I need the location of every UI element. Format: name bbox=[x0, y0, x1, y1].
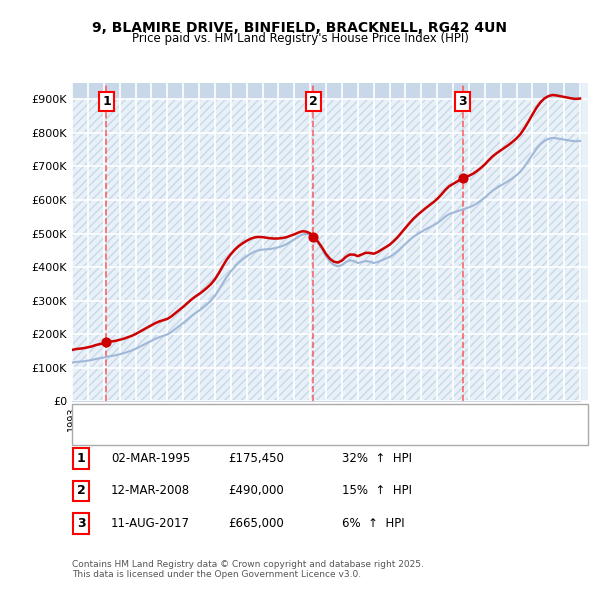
Text: 02-MAR-1995: 02-MAR-1995 bbox=[111, 452, 190, 465]
Text: 2: 2 bbox=[77, 484, 85, 497]
Text: 3: 3 bbox=[458, 95, 467, 108]
Point bbox=[458, 173, 467, 183]
Text: 15%  ↑  HPI: 15% ↑ HPI bbox=[342, 484, 412, 497]
Text: 1: 1 bbox=[102, 95, 111, 108]
Text: £490,000: £490,000 bbox=[228, 484, 284, 497]
Text: 12-MAR-2008: 12-MAR-2008 bbox=[111, 484, 190, 497]
Text: 11-AUG-2017: 11-AUG-2017 bbox=[111, 517, 190, 530]
Text: 9, BLAMIRE DRIVE, BINFIELD, BRACKNELL, RG42 4UN: 9, BLAMIRE DRIVE, BINFIELD, BRACKNELL, R… bbox=[92, 21, 508, 35]
Point bbox=[101, 337, 111, 347]
Text: Price paid vs. HM Land Registry's House Price Index (HPI): Price paid vs. HM Land Registry's House … bbox=[131, 32, 469, 45]
Text: 1: 1 bbox=[77, 452, 85, 465]
Text: HPI: Average price, detached house, Bracknell Forest: HPI: Average price, detached house, Brac… bbox=[108, 428, 385, 437]
Text: 2: 2 bbox=[309, 95, 318, 108]
Text: £175,450: £175,450 bbox=[228, 452, 284, 465]
Text: Contains HM Land Registry data © Crown copyright and database right 2025.
This d: Contains HM Land Registry data © Crown c… bbox=[72, 560, 424, 579]
Text: £665,000: £665,000 bbox=[228, 517, 284, 530]
Text: 32%  ↑  HPI: 32% ↑ HPI bbox=[342, 452, 412, 465]
Text: 9, BLAMIRE DRIVE, BINFIELD, BRACKNELL, RG42 4UN (detached house): 9, BLAMIRE DRIVE, BINFIELD, BRACKNELL, R… bbox=[108, 410, 478, 419]
Text: 3: 3 bbox=[77, 517, 85, 530]
Text: 6%  ↑  HPI: 6% ↑ HPI bbox=[342, 517, 404, 530]
Point bbox=[308, 232, 318, 241]
